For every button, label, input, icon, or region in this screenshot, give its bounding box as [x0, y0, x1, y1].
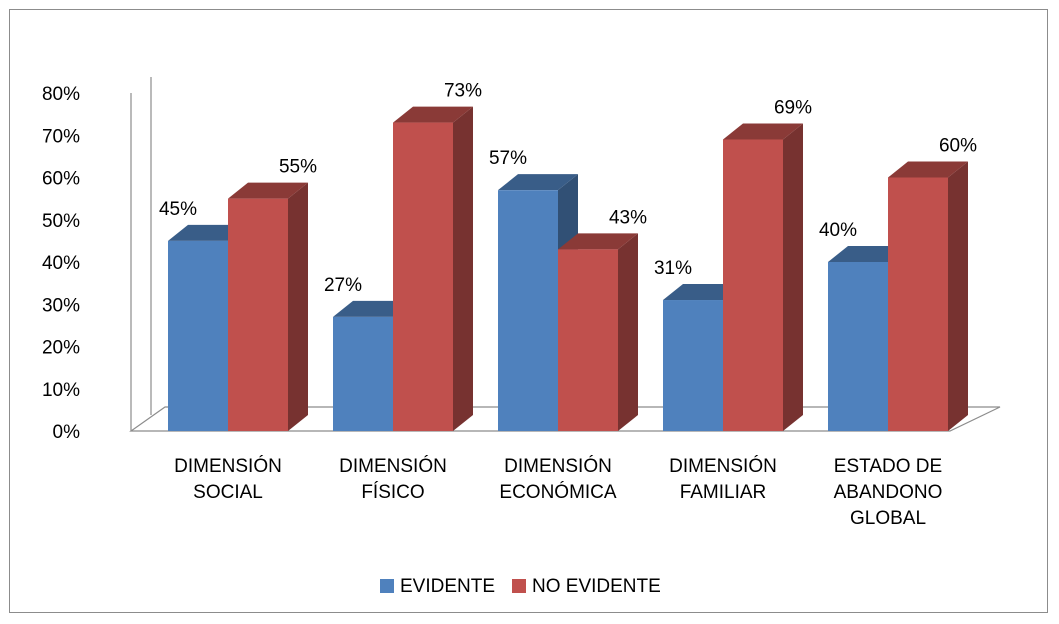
x-tick-label: DIMENSIÓN SOCIAL — [174, 455, 282, 503]
y-tick-label: 10% — [42, 380, 80, 401]
bar-side — [453, 106, 473, 431]
bar-top — [498, 174, 578, 191]
chart-frame: 0% 10% 20% 30% 40% 50% 60% 70% 80% 45% 55% 27% 73% 5… — [9, 9, 1048, 613]
y-tick-label: 0% — [53, 422, 81, 443]
data-label: 73% — [444, 81, 482, 102]
bar-front — [498, 190, 558, 431]
bar-front — [558, 249, 618, 431]
y-tick-label: 50% — [42, 211, 80, 232]
bar — [228, 182, 308, 431]
bar-side — [948, 161, 968, 431]
bar-top — [393, 106, 473, 123]
bar-front — [228, 198, 288, 431]
bar-front — [168, 240, 228, 431]
bar — [393, 106, 473, 431]
bar-front — [393, 122, 453, 431]
bars — [168, 106, 968, 432]
y-tick-label: 20% — [42, 338, 80, 359]
data-label: 57% — [489, 148, 527, 169]
y-tick-label: 40% — [42, 253, 80, 274]
data-labels: 45% 55% 27% 73% 57% 43% 31% 69% 40% 60% — [159, 81, 977, 296]
bar-side — [783, 123, 803, 431]
bar-side — [288, 182, 308, 431]
legend-swatch — [380, 579, 394, 593]
data-label: 60% — [939, 136, 977, 157]
y-axis-ticks: 0% 10% 20% 30% 40% 50% 60% 70% 80% — [42, 84, 80, 443]
data-label: 40% — [819, 220, 857, 241]
data-label: 27% — [324, 275, 362, 296]
bar — [558, 233, 638, 431]
bar-side — [618, 233, 638, 431]
y-tick-label: 80% — [42, 84, 80, 105]
data-label: 31% — [654, 258, 692, 279]
x-axis-labels: DIMENSIÓN SOCIAL DIMENSIÓN FÍSICO DIMENSIÓN E… — [174, 455, 942, 529]
x-tick-label: DIMENSIÓN FÍSICO — [339, 455, 447, 503]
bar — [888, 161, 968, 431]
bar — [723, 123, 803, 431]
legend-label: EVIDENTE — [400, 576, 495, 597]
bar-top — [228, 182, 308, 199]
legend-swatch — [512, 579, 526, 593]
bar-front — [888, 177, 948, 431]
bar-chart: 0% 10% 20% 30% 40% 50% 60% 70% 80% 45% 55% 27% 73% 5… — [42, 77, 1001, 597]
x-tick-label: ESTADO DE ABANDONO GLOBAL — [834, 456, 943, 529]
y-tick-label: 60% — [42, 169, 80, 190]
legend-item: NO EVIDENTE — [512, 576, 661, 597]
bar-front — [333, 316, 393, 431]
legend: EVIDENTE NO EVIDENTE — [380, 576, 661, 597]
y-tick-label: 70% — [42, 126, 80, 147]
data-label: 45% — [159, 199, 197, 220]
bar-top — [888, 161, 968, 178]
bar-top — [723, 123, 803, 140]
legend-item: EVIDENTE — [380, 576, 495, 597]
x-tick-label: DIMENSIÓN FAMILIAR — [669, 455, 777, 503]
data-label: 69% — [774, 97, 812, 118]
bar-front — [663, 300, 723, 431]
bar-front — [723, 139, 783, 431]
bar-top — [558, 233, 638, 250]
data-label: 43% — [609, 207, 647, 228]
x-tick-label: DIMENSIÓN ECONÓMICA — [499, 455, 617, 503]
data-label: 55% — [279, 157, 317, 178]
y-tick-label: 30% — [42, 295, 80, 316]
legend-label: NO EVIDENTE — [532, 576, 661, 597]
bar-front — [828, 262, 888, 431]
